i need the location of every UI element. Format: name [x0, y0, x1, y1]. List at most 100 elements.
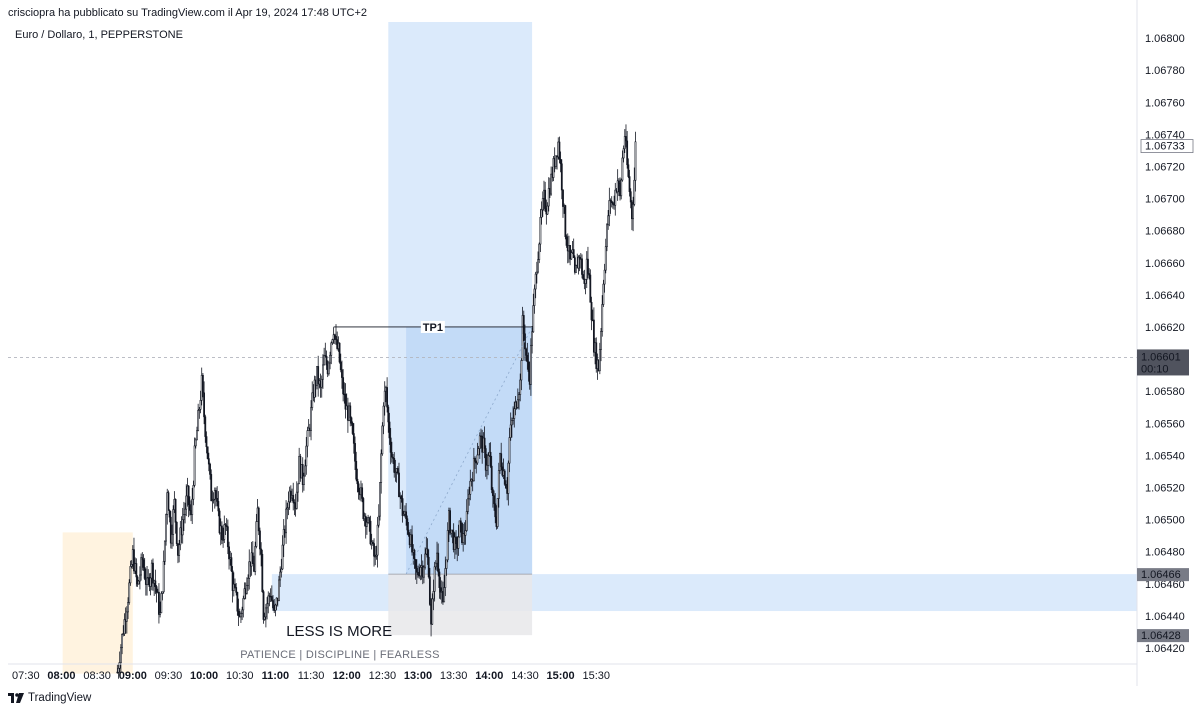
candle — [477, 445, 480, 456]
candle-body — [600, 331, 602, 350]
candle-body — [451, 529, 454, 533]
candle — [462, 523, 465, 552]
candle-body — [143, 567, 146, 579]
candle-body — [612, 202, 614, 205]
candle-body — [364, 515, 367, 527]
candle — [223, 515, 226, 544]
candle-body — [350, 417, 353, 424]
candle — [464, 520, 467, 545]
candle — [505, 480, 507, 489]
candle — [443, 574, 446, 603]
candle — [400, 494, 403, 503]
tradingview-footer[interactable]: TradingView — [8, 692, 91, 704]
candle-body — [455, 536, 457, 545]
candle-body — [445, 559, 448, 569]
candle-body — [483, 437, 486, 449]
candle — [349, 402, 352, 427]
candle-body — [419, 567, 422, 577]
candle-body — [411, 534, 413, 553]
candle — [295, 481, 298, 510]
candle-body — [526, 355, 529, 363]
candle — [149, 572, 152, 596]
candle — [168, 509, 171, 523]
candle — [216, 486, 219, 507]
candle — [526, 342, 529, 370]
candle-body — [130, 564, 133, 567]
time-tick-label: 11:30 — [298, 670, 325, 682]
candle — [513, 401, 516, 428]
candle — [279, 566, 282, 588]
candle — [575, 264, 577, 273]
price-tick-label: 1.06440 — [1145, 611, 1185, 623]
candle-body — [634, 141, 637, 181]
candle-body — [469, 480, 472, 495]
candle-body — [330, 342, 333, 356]
candle — [224, 522, 227, 536]
candle — [179, 520, 182, 551]
candle — [376, 516, 379, 568]
candle — [130, 560, 133, 569]
candle-body — [595, 342, 598, 369]
candle — [332, 327, 335, 344]
candle — [191, 487, 194, 524]
candle-body — [520, 360, 523, 381]
candle — [544, 181, 547, 212]
candle-body — [120, 647, 122, 664]
candle-body — [396, 468, 399, 474]
candle — [578, 254, 581, 272]
candle-body — [374, 555, 377, 558]
candle — [521, 306, 524, 361]
time-tick-label: 09:30 — [155, 670, 183, 682]
candle-body — [264, 607, 267, 618]
time-tick-label: 14:30 — [511, 670, 539, 682]
candle — [152, 558, 154, 591]
candle — [437, 543, 440, 577]
candle — [140, 553, 143, 581]
candle — [143, 557, 146, 581]
candle-body — [620, 179, 623, 197]
candle — [133, 537, 135, 575]
candle — [564, 204, 567, 240]
candle — [402, 510, 405, 517]
candle-body — [490, 465, 493, 490]
candle-body — [226, 526, 229, 548]
candle-body — [362, 498, 365, 520]
candle — [398, 462, 400, 498]
symbol-title[interactable]: Euro / Dollaro, 1, PEPPERSTONE — [15, 29, 183, 41]
candle-body — [434, 562, 437, 568]
candle — [426, 538, 429, 565]
candle-body — [533, 288, 536, 306]
candle — [522, 310, 525, 342]
candle — [169, 511, 172, 549]
candle-body — [373, 543, 375, 557]
candle — [210, 469, 213, 502]
candle-body — [602, 283, 605, 305]
candle — [127, 597, 129, 619]
candle-body — [202, 374, 204, 394]
candle — [623, 129, 626, 154]
candle — [129, 560, 132, 586]
candle-body — [349, 405, 352, 419]
candle-body — [295, 491, 298, 509]
candle-body — [158, 591, 160, 615]
candle-body — [185, 495, 188, 510]
candle — [494, 493, 497, 524]
candle — [137, 579, 140, 585]
candle — [287, 491, 290, 516]
candle — [406, 515, 409, 535]
candle — [609, 198, 612, 214]
candle — [117, 662, 120, 679]
candle-body — [133, 549, 135, 572]
candle-body — [329, 354, 331, 364]
candle — [199, 390, 202, 414]
candle — [305, 437, 308, 475]
candle — [175, 521, 178, 547]
candle-body — [245, 584, 248, 594]
candle — [622, 145, 625, 163]
candle — [167, 490, 170, 511]
candle-body — [627, 164, 630, 177]
candle-body — [584, 279, 587, 284]
candle — [530, 338, 532, 396]
candle — [260, 542, 263, 567]
